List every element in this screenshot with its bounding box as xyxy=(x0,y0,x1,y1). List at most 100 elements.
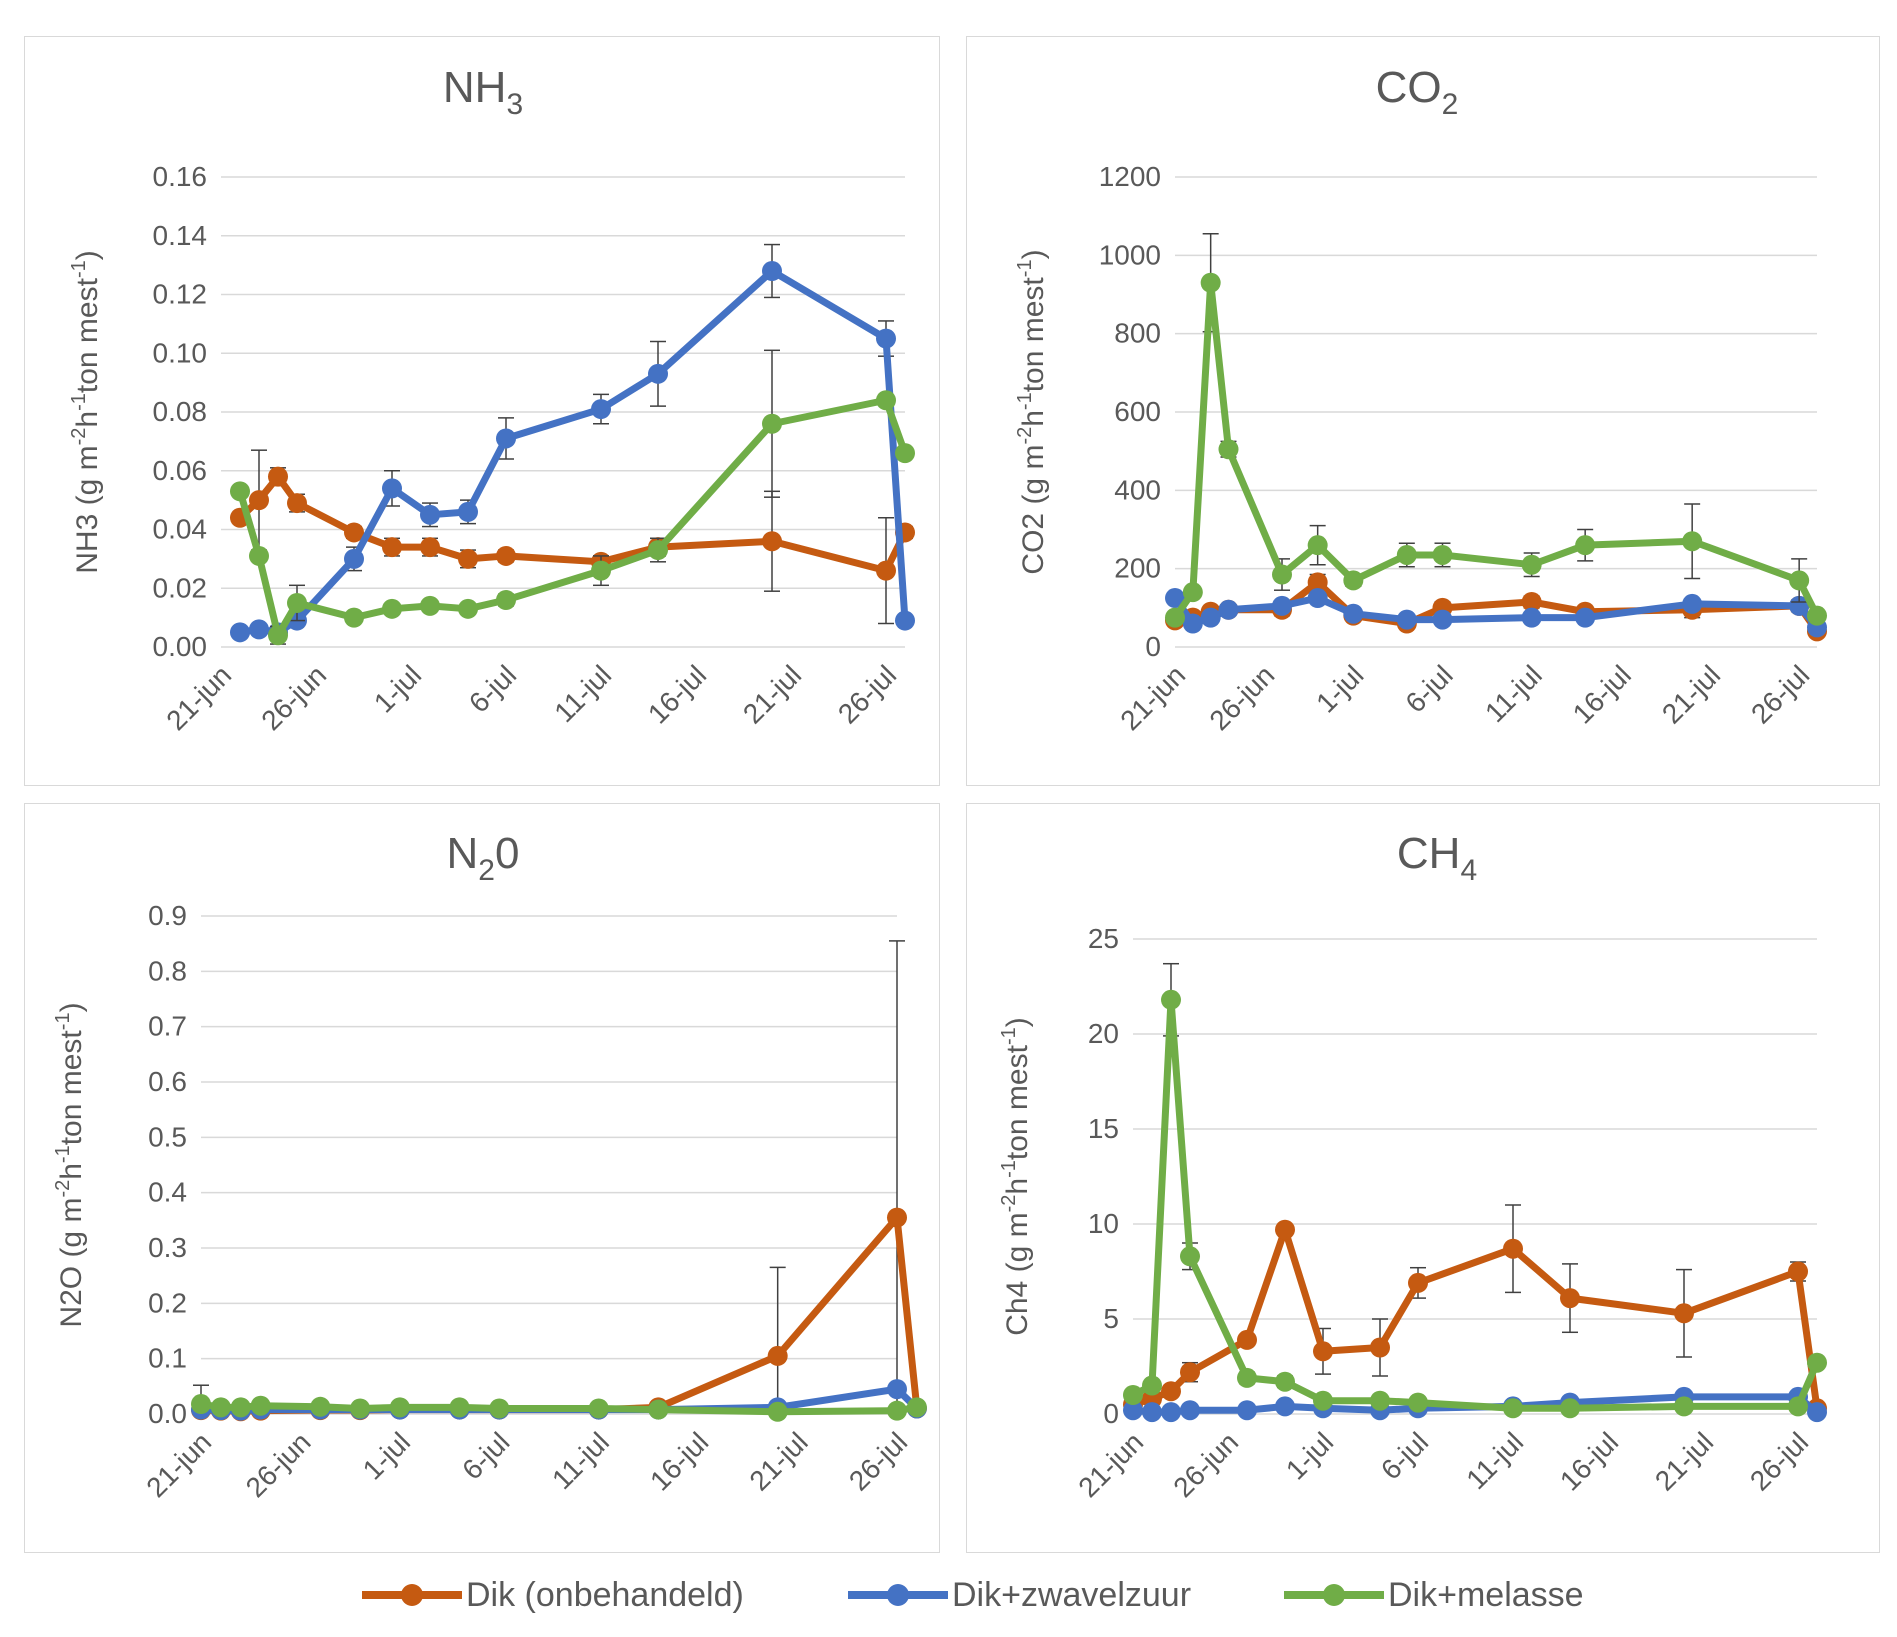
data-point xyxy=(344,522,364,543)
data-point xyxy=(1503,1398,1523,1419)
x-tick-label: 26-jun xyxy=(240,1426,317,1503)
data-point xyxy=(1682,531,1703,552)
x-tick-label: 21-jul xyxy=(737,659,807,729)
data-point xyxy=(1575,535,1596,556)
data-point xyxy=(458,501,478,522)
legend-label: Dik+zwavelzuur xyxy=(952,1576,1191,1614)
legend-label: Dik (onbehandeld) xyxy=(466,1576,744,1614)
x-tick-label: 21-jul xyxy=(743,1426,813,1496)
data-point xyxy=(1521,591,1542,612)
data-point xyxy=(1575,607,1596,628)
y-tick-label: 0 xyxy=(1145,631,1161,662)
data-point xyxy=(895,610,915,631)
series-line xyxy=(200,1214,921,1415)
y-tick-label: 25 xyxy=(1088,923,1119,954)
data-point xyxy=(876,390,896,411)
data-point xyxy=(906,1397,927,1418)
data-point xyxy=(420,537,440,558)
y-tick-label: 0 xyxy=(1103,1398,1119,1429)
legend-svg: Dik (onbehandeld) Dik+zwavelzuur Dik+melas… xyxy=(362,1576,1584,1614)
x-tick-label: 26-jul xyxy=(843,1426,913,1496)
x-tick-label: 26-jul xyxy=(1744,1426,1814,1496)
chart-panel-n2o: N20 0.0 0.1 0.2 0.3 0.4 0.5 0.6 0.7 0.8 0.9 N2O (g … xyxy=(24,803,940,1553)
data-point xyxy=(1275,1219,1295,1240)
data-point xyxy=(1180,1362,1200,1383)
legend-marker xyxy=(1323,1584,1345,1606)
legend-marker xyxy=(401,1584,423,1606)
data-point xyxy=(1218,599,1239,620)
data-point xyxy=(1313,1390,1333,1411)
x-tick-label: 16-jul xyxy=(1567,659,1637,729)
y-tick-label: 0.02 xyxy=(153,572,208,603)
series-0 xyxy=(230,449,915,625)
data-point xyxy=(230,481,250,502)
data-point xyxy=(767,1401,788,1422)
data-point xyxy=(249,490,269,511)
data-point xyxy=(648,363,668,384)
x-tick-label: 21-jul xyxy=(1656,659,1726,729)
y-tick-label: 0.06 xyxy=(153,455,208,486)
x-tick-label: 6-jul xyxy=(1375,1426,1434,1485)
y-tick-label: 0.04 xyxy=(153,514,208,545)
chart-title: N20 xyxy=(447,829,520,887)
series-2 xyxy=(1165,233,1827,628)
x-tick-label: 6-jul xyxy=(1399,659,1458,718)
data-point xyxy=(1788,1396,1808,1417)
data-point xyxy=(1123,1400,1143,1421)
x-tick-label: 21-jun xyxy=(160,659,237,736)
data-point xyxy=(310,1396,331,1417)
y-tick-label: 200 xyxy=(1114,553,1161,584)
data-point xyxy=(249,545,269,566)
data-point xyxy=(1807,1352,1827,1373)
x-tick-label: 21-jun xyxy=(1114,659,1191,736)
x-tick-label: 16-jul xyxy=(644,1426,714,1496)
data-point xyxy=(1180,1400,1200,1421)
data-point xyxy=(287,493,307,514)
data-point xyxy=(1165,588,1185,609)
y-tick-label: 1000 xyxy=(1099,239,1161,270)
chart-title: NH3 xyxy=(443,63,523,121)
y-tick-label: 10 xyxy=(1088,1208,1119,1239)
x-tick-label: 1-jul xyxy=(357,1426,416,1485)
chart-panel-ch4: CH4 0 5 10 15 20 25 Ch4 (g m-2h-1ton mest-1) 21-… xyxy=(966,803,1880,1553)
data-point xyxy=(210,1397,231,1418)
chart-title: CO2 xyxy=(1376,63,1459,121)
data-point xyxy=(1408,1392,1428,1413)
x-tick-label: 21-jun xyxy=(1072,1426,1149,1503)
data-point xyxy=(1396,609,1417,630)
series-0 xyxy=(191,940,927,1422)
data-point xyxy=(1142,1375,1162,1396)
data-point xyxy=(449,1397,470,1418)
data-point xyxy=(887,1379,907,1400)
y-tick-label: 1200 xyxy=(1099,161,1161,192)
data-point xyxy=(458,548,478,569)
series-line xyxy=(236,396,909,639)
data-point xyxy=(344,548,364,569)
y-tick-label: 0.10 xyxy=(153,337,208,368)
y-axis-label: N2O (g m-2h-1ton mest-1) xyxy=(52,1002,88,1327)
data-point xyxy=(762,531,782,552)
data-point xyxy=(1343,570,1364,591)
chart-title: CH4 xyxy=(1397,829,1477,887)
y-tick-label: 0.16 xyxy=(153,161,208,192)
data-point xyxy=(230,622,250,643)
data-point xyxy=(382,537,402,558)
data-point xyxy=(344,607,364,628)
data-point xyxy=(762,261,782,281)
data-point xyxy=(767,1345,788,1366)
data-point xyxy=(1343,603,1364,624)
y-axis-label: NH3 (g m-2h-1ton mest-1) xyxy=(68,250,104,574)
data-point xyxy=(1674,1303,1694,1324)
legend-label: Dik+melasse xyxy=(1388,1576,1584,1614)
y-tick-label: 0.2 xyxy=(148,1287,187,1318)
y-tick-label: 0.4 xyxy=(148,1177,187,1208)
data-point xyxy=(496,590,516,610)
data-point xyxy=(1432,609,1453,630)
x-tick-label: 1-jul xyxy=(1280,1426,1339,1485)
data-point xyxy=(591,560,611,581)
data-point xyxy=(1789,595,1810,616)
y-tick-label: 20 xyxy=(1088,1018,1119,1049)
data-point xyxy=(1161,1402,1181,1423)
y-tick-label: 15 xyxy=(1088,1113,1119,1144)
data-point xyxy=(268,625,288,646)
